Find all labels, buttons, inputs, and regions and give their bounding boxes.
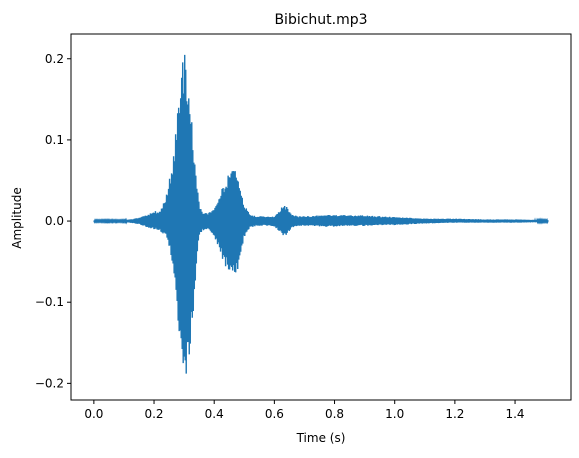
x-axis-label: Time (s) bbox=[296, 431, 346, 445]
y-tick-label: 0.1 bbox=[45, 133, 64, 147]
y-tick-label: 0.2 bbox=[45, 52, 64, 66]
plot-area bbox=[93, 54, 549, 374]
x-tick-label: 0.8 bbox=[325, 407, 344, 421]
x-tick-label: 1.4 bbox=[505, 407, 524, 421]
waveform-series-line bbox=[93, 54, 549, 374]
x-tick-label: 1.2 bbox=[445, 407, 464, 421]
y-axis-label: Amplitude bbox=[10, 187, 24, 249]
x-axis-ticks: 0.0 0.2 0.4 0.6 0.8 1.0 1.2 1.4 bbox=[84, 400, 525, 421]
x-tick-label: 0.2 bbox=[144, 407, 163, 421]
x-tick-label: 0.6 bbox=[265, 407, 284, 421]
y-tick-label: −0.1 bbox=[35, 295, 64, 309]
y-tick-label: −0.2 bbox=[35, 376, 64, 390]
chart-title: Bibichut.mp3 bbox=[274, 12, 367, 28]
y-axis-ticks: −0.2 −0.1 0.0 0.1 0.2 bbox=[35, 52, 71, 390]
y-tick-label: 0.0 bbox=[45, 214, 64, 228]
x-tick-label: 0.4 bbox=[205, 407, 224, 421]
x-tick-label: 1.0 bbox=[385, 407, 404, 421]
x-tick-label: 0.0 bbox=[84, 407, 103, 421]
axes-frame bbox=[70, 33, 572, 401]
